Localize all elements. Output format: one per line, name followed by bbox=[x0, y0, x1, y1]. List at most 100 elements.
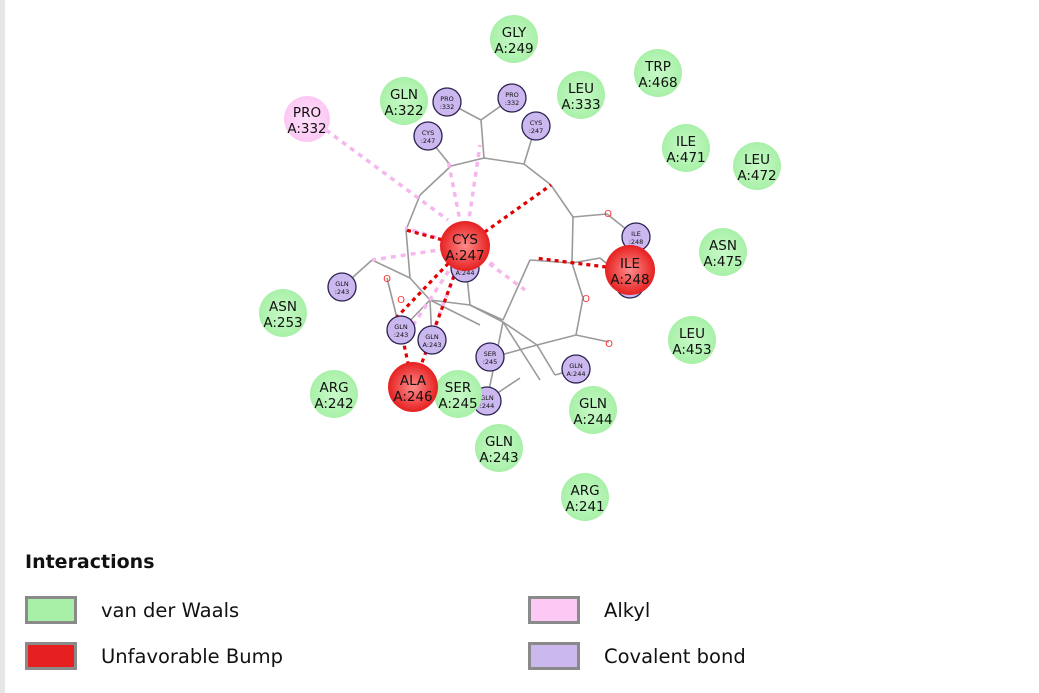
residue-circle bbox=[561, 473, 609, 521]
bond-line bbox=[450, 157, 485, 167]
residue-circle bbox=[434, 370, 482, 418]
bond-line bbox=[571, 216, 574, 264]
covalent-atom-number: :247 bbox=[529, 127, 544, 135]
covalent-atom-circle bbox=[475, 342, 505, 372]
bond-line bbox=[523, 163, 552, 186]
bond-line bbox=[536, 344, 556, 376]
residue-circle bbox=[662, 124, 710, 172]
covalent-atom: CYS:247 bbox=[413, 121, 443, 151]
covalent-atom-circle bbox=[327, 272, 357, 302]
covalent-atom-number: A:244 bbox=[567, 370, 586, 378]
alkyl-line bbox=[463, 144, 482, 247]
covalent-atom-circle bbox=[521, 111, 551, 141]
oxygen-atom-label: O bbox=[604, 209, 612, 220]
residue-circle bbox=[634, 49, 682, 97]
bond-line bbox=[405, 194, 421, 231]
legend-label-alkyl: Alkyl bbox=[604, 598, 651, 622]
covalent-atom-name: GLN bbox=[394, 323, 408, 331]
bond-line bbox=[371, 259, 411, 279]
bond-line bbox=[536, 334, 577, 346]
covalent-atom-circle bbox=[386, 315, 416, 345]
residue-name: ARG bbox=[570, 483, 599, 499]
residue-circle bbox=[733, 142, 781, 190]
covalent-atom-name: PRO bbox=[505, 91, 519, 99]
covalent-atom: PRO:332 bbox=[497, 83, 527, 113]
covalent-atom-name: PRO bbox=[440, 95, 454, 103]
covalent-atom-name: GLN bbox=[569, 362, 583, 370]
bond-line bbox=[575, 334, 610, 343]
covalent-atom-circle bbox=[432, 87, 462, 117]
residue-number: A:244 bbox=[573, 412, 612, 428]
legend-label-van-der-waals: van der Waals bbox=[101, 598, 240, 622]
covalent-atom-number: :244 bbox=[480, 402, 495, 410]
residue-name: GLN bbox=[390, 87, 418, 103]
residue-number: A:453 bbox=[672, 342, 711, 358]
bond-line bbox=[550, 184, 574, 218]
residue-circle bbox=[569, 386, 617, 434]
covalent-atom-circle bbox=[417, 325, 447, 355]
legend-label-unfavorable-bump: Unfavorable Bump bbox=[101, 644, 283, 668]
bond-line bbox=[483, 157, 525, 165]
residue-name: ARG bbox=[319, 380, 348, 396]
oxygen-atom-label: O bbox=[397, 295, 405, 306]
bond-line bbox=[502, 321, 538, 346]
covalent-atom-name: GLN bbox=[425, 333, 439, 341]
covalent-atom-number: A:244 bbox=[456, 269, 475, 277]
residue-circle bbox=[699, 228, 747, 276]
residue-circle bbox=[284, 96, 330, 142]
residue-number: A:243 bbox=[479, 450, 518, 466]
bond-line bbox=[429, 299, 471, 306]
residue-number: A:472 bbox=[737, 168, 776, 184]
legend-label-covalent-bond: Covalent bond bbox=[604, 644, 746, 668]
left-edge-strip bbox=[0, 0, 5, 693]
covalent-atom: PRO:332 bbox=[432, 87, 462, 117]
residue-circle bbox=[310, 370, 358, 418]
residue-name: ASN bbox=[709, 238, 737, 254]
bond-line bbox=[405, 229, 411, 279]
oxygen-atom-label: O bbox=[605, 339, 613, 350]
alkyl-line bbox=[408, 245, 467, 331]
covalent-atom-number: :248 bbox=[629, 238, 644, 246]
residue-circle bbox=[440, 221, 490, 271]
alkyl-line bbox=[464, 244, 499, 270]
bond-line bbox=[429, 299, 481, 326]
legend-item-unfavorable-bump: Unfavorable Bump bbox=[25, 639, 283, 673]
oxygen-atom-label: O bbox=[582, 294, 590, 305]
covalent-atom-name: SER bbox=[484, 350, 497, 358]
bond-line bbox=[571, 257, 601, 264]
residue-name: ASN bbox=[269, 299, 297, 315]
covalent-atom-name: CYS bbox=[530, 119, 543, 127]
residue-circle bbox=[380, 77, 428, 125]
covalent-atom-number: A:243 bbox=[423, 341, 442, 349]
residue-name: SER bbox=[445, 380, 471, 396]
residue-name: GLY bbox=[502, 25, 527, 41]
legend-title: Interactions bbox=[25, 551, 155, 573]
covalent-atom-circle bbox=[497, 83, 527, 113]
residue-name: GLN bbox=[485, 434, 513, 450]
covalent-atom-name: CYS bbox=[422, 129, 435, 137]
covalent-atom-circle bbox=[561, 354, 591, 384]
residue-number: A:253 bbox=[263, 315, 302, 331]
residue-name: LEU bbox=[568, 81, 594, 97]
legend-item-van-der-waals: van der Waals bbox=[25, 593, 239, 627]
covalent-atom-number: :332 bbox=[440, 103, 455, 111]
residue-circle bbox=[475, 424, 523, 472]
bond-line bbox=[502, 321, 541, 381]
bond-line bbox=[571, 262, 584, 299]
covalent-atom-number: :245 bbox=[483, 358, 498, 366]
residue-name: LEU bbox=[744, 152, 770, 168]
legend-swatch-unfavorable-bump bbox=[25, 642, 77, 670]
covalent-atom-name: GLN bbox=[335, 280, 349, 288]
legend-item-covalent-bond: Covalent bond bbox=[528, 639, 746, 673]
